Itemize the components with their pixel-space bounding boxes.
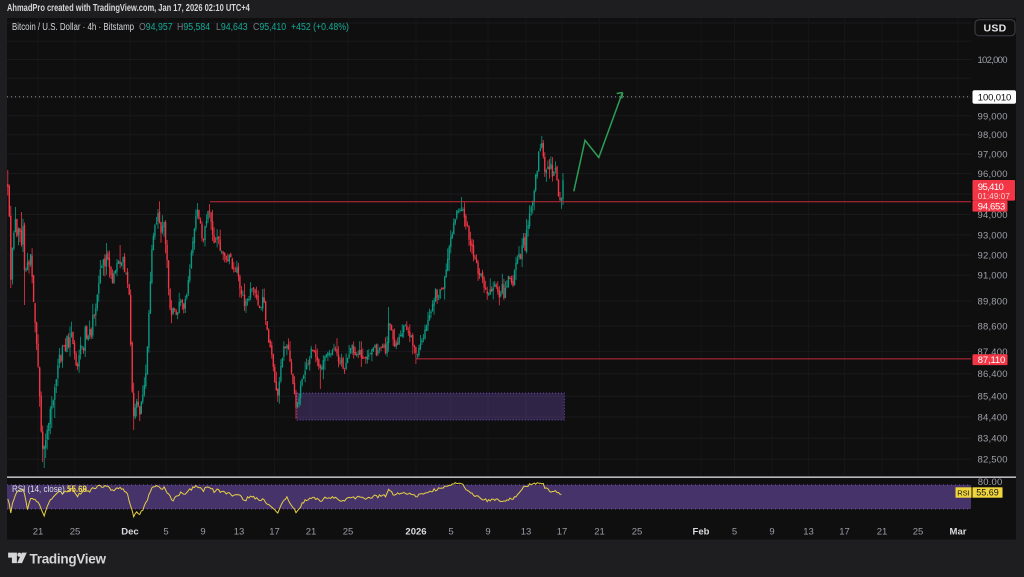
svg-text:5: 5 [732, 526, 737, 537]
svg-text:98,000: 98,000 [978, 130, 1008, 141]
svg-text:95,410: 95,410 [978, 182, 1004, 193]
svg-text:TradingView: TradingView [30, 551, 107, 566]
svg-text:17: 17 [269, 526, 280, 537]
svg-text:82,500: 82,500 [978, 455, 1008, 466]
svg-text:25: 25 [913, 526, 924, 537]
svg-text:2026: 2026 [405, 526, 426, 537]
svg-text:85,400: 85,400 [978, 392, 1008, 403]
svg-text:92,000: 92,000 [978, 250, 1008, 261]
svg-text:21: 21 [877, 526, 888, 537]
svg-text:87,110: 87,110 [978, 355, 1006, 366]
svg-text:100,010: 100,010 [978, 93, 1012, 104]
svg-text:91,000: 91,000 [978, 271, 1008, 282]
svg-text:25: 25 [632, 526, 643, 537]
svg-text:USD: USD [983, 22, 1006, 34]
svg-text:25: 25 [70, 526, 81, 537]
svg-text:01:49:07: 01:49:07 [978, 192, 1011, 201]
svg-text:21: 21 [306, 526, 317, 537]
svg-text:83,400: 83,400 [978, 434, 1008, 445]
svg-text:99,000: 99,000 [978, 111, 1008, 122]
svg-text:88,600: 88,600 [978, 321, 1008, 332]
svg-text:Feb: Feb [693, 526, 710, 537]
svg-text:21: 21 [33, 526, 44, 537]
svg-text:Dec: Dec [121, 526, 138, 537]
svg-text:89,800: 89,800 [978, 296, 1008, 307]
svg-text:94,653: 94,653 [978, 202, 1006, 213]
svg-text:94,000: 94,000 [978, 210, 1008, 221]
svg-text:13: 13 [803, 526, 814, 537]
svg-text:5: 5 [163, 526, 168, 537]
svg-text:55.69: 55.69 [976, 488, 999, 498]
svg-text:97,000: 97,000 [978, 149, 1008, 160]
svg-text:9: 9 [200, 526, 205, 537]
svg-text:9: 9 [769, 526, 774, 537]
svg-text:80.00: 80.00 [978, 477, 1003, 488]
svg-text:13: 13 [234, 526, 245, 537]
svg-text:84,400: 84,400 [978, 412, 1008, 423]
svg-text:13: 13 [521, 526, 532, 537]
svg-text:96,000: 96,000 [978, 169, 1008, 180]
svg-text:25: 25 [343, 526, 354, 537]
svg-text:RSI: RSI [957, 488, 970, 497]
svg-text:17: 17 [839, 526, 850, 537]
svg-text:5: 5 [448, 526, 453, 537]
svg-text:102,000: 102,000 [978, 55, 1008, 66]
svg-text:9: 9 [485, 526, 490, 537]
svg-text:21: 21 [594, 526, 605, 537]
svg-text:Mar: Mar [950, 526, 967, 537]
svg-text:17: 17 [557, 526, 568, 537]
svg-text:93,000: 93,000 [978, 230, 1008, 241]
svg-text:86,400: 86,400 [978, 369, 1008, 380]
svg-text:87,400: 87,400 [978, 347, 1008, 358]
